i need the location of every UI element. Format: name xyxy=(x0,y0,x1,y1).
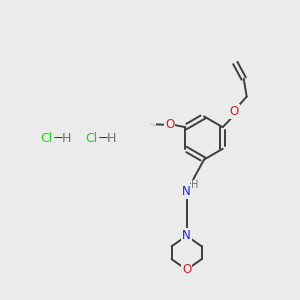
Text: −: − xyxy=(52,131,64,145)
Text: O: O xyxy=(182,263,191,276)
Text: Cl: Cl xyxy=(40,131,52,145)
Text: H: H xyxy=(107,131,117,145)
Text: −: − xyxy=(97,131,109,145)
Text: N: N xyxy=(182,185,191,198)
Text: methyl: methyl xyxy=(153,123,158,124)
Text: O: O xyxy=(230,105,239,118)
Text: N: N xyxy=(182,229,191,242)
Text: H: H xyxy=(62,131,72,145)
Text: O: O xyxy=(165,118,174,131)
Text: methoxy: methoxy xyxy=(149,124,156,125)
Text: Cl: Cl xyxy=(85,131,98,145)
Text: H: H xyxy=(191,180,199,190)
